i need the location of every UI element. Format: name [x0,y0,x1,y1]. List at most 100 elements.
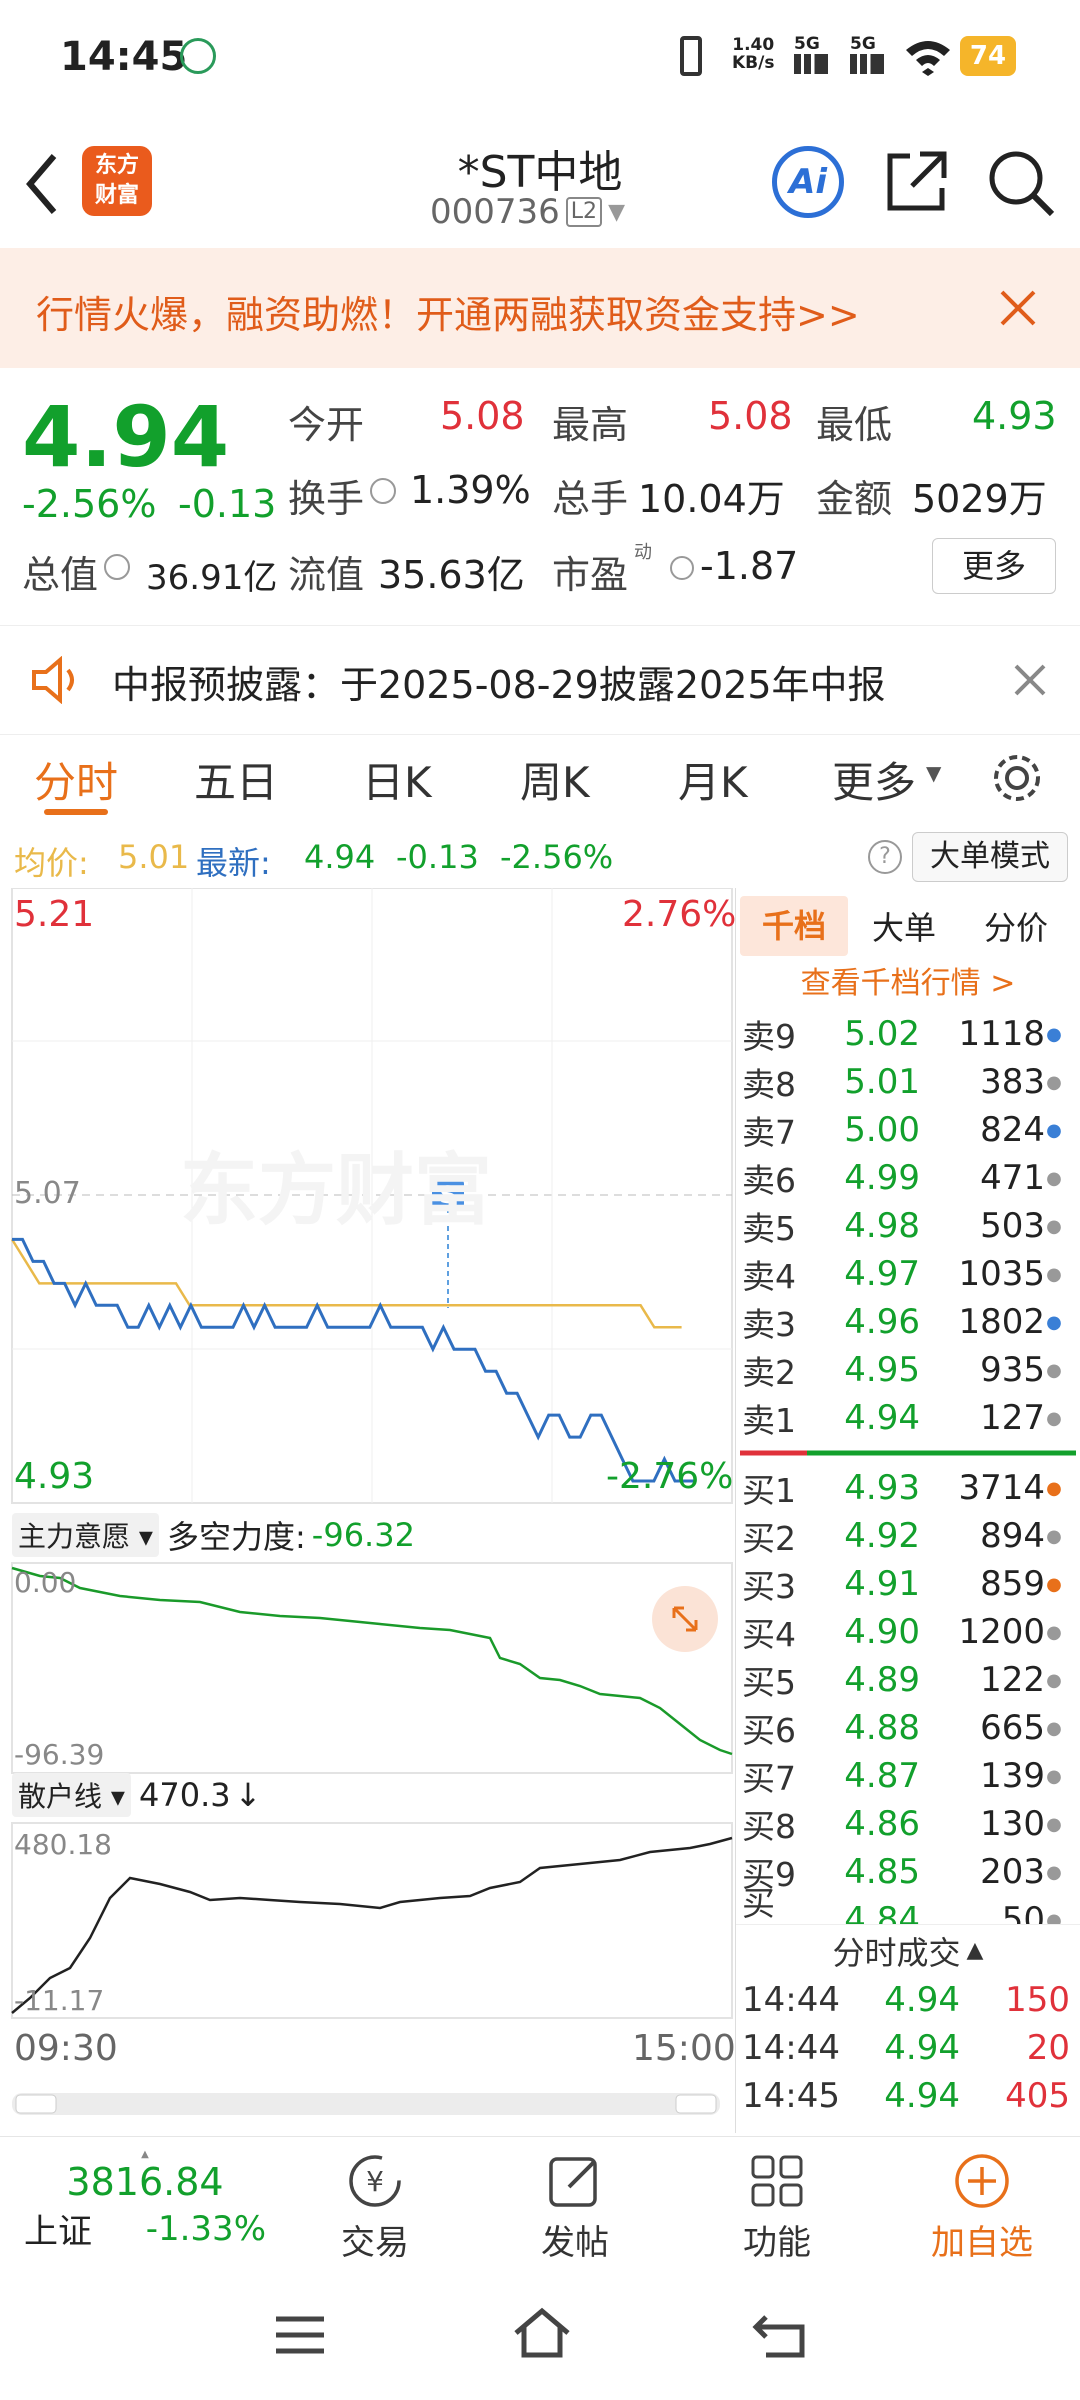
add-watchlist-button[interactable]: 加自选 [912,2151,1052,2264]
bid-price: 4.85 [844,1852,920,1892]
ask-row: 卖3 4.96 1802 ● [742,1298,1080,1346]
watermark: 东方财富 [180,1146,493,1236]
pe-superscript: 动 [634,542,652,563]
latest-value: 4.94 [304,838,376,876]
ask-price: 4.94 [844,1398,920,1438]
trade-button[interactable]: ¥ 交易 [320,2151,430,2264]
tab-big-order[interactable]: 大单 [871,909,936,947]
wifi-icon [906,41,950,76]
bid-price: 4.89 [844,1660,920,1700]
view-thousand-link[interactable]: 查看千档行情 > [800,966,1016,1001]
home-icon[interactable] [510,2305,574,2361]
bid-dot: ● [1046,1765,1062,1787]
bid-row: 买4 4.90 1200 ● [742,1608,1080,1656]
search-icon[interactable] [986,148,1056,218]
current-price: 4.94 [22,388,230,486]
average-price-line [10,1238,682,1329]
ask-row: 卖5 4.98 503 ● [742,1202,1080,1250]
battery-icon: 74 [960,36,1016,76]
ask-price: 4.98 [844,1206,920,1246]
chevron-down-icon: ▼ [926,761,942,785]
ask-volume: 1802 [958,1302,1045,1342]
ai-button[interactable]: Ai [772,146,844,218]
bid-dot: ● [1046,1621,1062,1643]
help-icon[interactable]: ? [868,840,902,874]
share-icon[interactable] [882,148,950,216]
expand-button[interactable] [652,1586,718,1652]
trades-list: 14:44 4.94 150 14:44 4.94 20 14:45 4.94 405 [736,1976,1080,2120]
bid-label: 买10 [742,1883,775,1923]
bid-label: 买9 [742,1855,796,1894]
info-icon[interactable] [370,478,396,504]
promo-banner[interactable]: 行情火爆，融资助燃！开通两融获取资金支持>> [0,248,1080,368]
indicator-1-selector[interactable]: 主力意愿 ▾ [12,1513,159,1557]
tab-daily-k[interactable]: 日K [362,758,432,807]
tab-price-dist[interactable]: 分价 [983,909,1048,947]
ask-label: 卖8 [742,1065,796,1104]
back-nav-icon[interactable] [752,2309,808,2359]
index-value: 3816.84 [66,2160,224,2204]
index-widget[interactable]: ▲ 3816.84 上证 -1.33% [20,2149,270,2253]
info-icon[interactable] [104,554,130,580]
latest-label: 最新: [196,844,271,882]
add-circle-icon [955,2154,1009,2208]
avg-label: 均价: [14,844,89,882]
notice-text[interactable]: 中报预披露：于2025-08-29披露2025年中报 [112,663,886,707]
ask-dot: ● [1046,1215,1062,1237]
tab-intraday[interactable]: 分时 [34,758,119,807]
ask-label: 卖4 [742,1257,796,1296]
banner-text[interactable]: 行情火爆，融资助燃！开通两融获取资金支持>> [36,293,860,337]
bid-price: 4.90 [844,1612,920,1652]
post-button[interactable]: 发帖 [520,2151,630,2264]
trade-time: 14:44 [742,2028,840,2068]
ask-label: 卖6 [742,1161,796,1200]
ask-label: 卖7 [742,1113,796,1152]
time-start-label: 09:30 [14,2028,118,2069]
tab-thousand-level[interactable]: 千档 [740,896,848,956]
sell-marker[interactable] [432,1178,464,1210]
app-logo[interactable]: 东方 财富 [82,146,152,216]
intraday-chart[interactable]: S [0,888,735,2133]
notice-bar[interactable]: 中报预披露：于2025-08-29披露2025年中报 [0,625,1080,735]
ask-dot: ● [1046,1263,1062,1285]
quote-panel: 4.94 -2.56% -0.13 总值 36.91亿 今开 5.08 最高 5… [0,368,1080,620]
indicator-2-header: 散户线 ▾ 470.3 ↓ [12,1772,261,1818]
trade-time: 14:45 [742,2076,840,2116]
ask-volume: 471 [980,1158,1045,1198]
bid-label: 买1 [742,1471,796,1510]
stock-code-selector[interactable]: 000736 L2 ▼ [430,192,625,232]
tab-more[interactable]: 更多 [832,758,917,807]
menu-icon[interactable] [272,2313,328,2357]
ask-price: 4.99 [844,1158,920,1198]
tab-monthly-k[interactable]: 月K [678,758,748,807]
function-button[interactable]: 功能 [722,2151,832,2264]
gear-icon[interactable] [990,751,1044,805]
ind2-bottom-label: -11.17 [14,1984,105,2017]
big-order-mode-button[interactable]: 大单模式 [912,832,1068,882]
index-percent: -1.33% [145,2208,266,2249]
bid-dot: ● [1046,1525,1062,1547]
bid-volume: 894 [980,1516,1045,1556]
trade-row: 14:45 4.94 405 [742,2072,1080,2120]
ask-volume: 1118 [958,1014,1045,1054]
close-icon[interactable] [996,286,1040,330]
back-icon[interactable] [22,152,62,216]
bid-price: 4.87 [844,1756,920,1796]
ask-volume: 383 [980,1062,1045,1102]
close-icon[interactable] [1012,662,1048,698]
chart-tabs: 分时 五日 日K 周K 月K 更多 ▼ [0,735,1080,827]
bid-label: 买4 [742,1615,796,1654]
tab-weekly-k[interactable]: 周K [520,758,590,807]
intraday-chart-panel: S 东方财富 5.21 2.76% 5.07 4.93 -2.76% 主力意愿 … [0,888,736,2133]
more-button[interactable]: 更多 [932,538,1056,594]
tab-five-day[interactable]: 五日 [194,758,279,807]
pct-bottom-label: -2.76% [606,1456,734,1497]
trade-price: 4.94 [884,1980,960,2020]
trades-header[interactable]: 分时成交 ▲ [736,1924,1080,1976]
info-icon[interactable] [670,556,694,580]
book-tabs: 千档 大单 分价 [736,888,1080,958]
system-nav-bar [0,2271,1080,2400]
indicator-2-selector[interactable]: 散户线 ▾ [12,1773,131,1817]
ind1-top-label: 0.00 [14,1566,77,1599]
open-label: 今开 [288,403,365,447]
